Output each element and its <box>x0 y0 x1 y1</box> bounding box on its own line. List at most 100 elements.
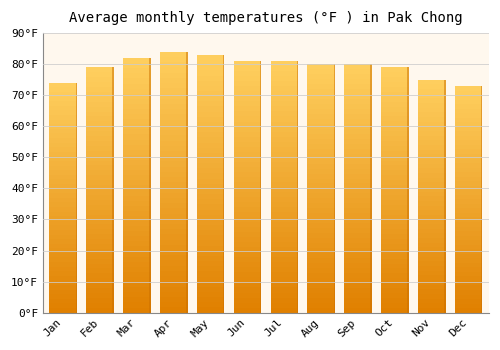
Bar <box>455 195 482 199</box>
Bar <box>160 114 188 120</box>
Bar <box>344 263 372 268</box>
Bar <box>197 230 224 235</box>
Bar <box>160 266 188 271</box>
Bar <box>123 134 151 140</box>
Bar <box>418 173 446 177</box>
Bar <box>234 126 262 132</box>
Bar <box>50 258 77 262</box>
Bar <box>455 276 482 281</box>
Bar <box>344 89 372 94</box>
Bar <box>234 287 262 293</box>
Bar <box>123 78 151 84</box>
Bar <box>50 248 77 253</box>
Bar <box>160 172 188 177</box>
Bar <box>50 262 77 267</box>
Bar <box>270 172 298 177</box>
Bar <box>381 161 408 166</box>
Bar <box>308 308 335 313</box>
Bar <box>381 151 408 156</box>
Bar <box>234 262 262 267</box>
Bar <box>86 175 114 180</box>
Bar <box>308 114 335 119</box>
Bar <box>308 233 335 238</box>
Bar <box>50 207 77 211</box>
Bar <box>160 125 188 130</box>
Bar <box>381 166 408 170</box>
Bar <box>160 88 188 93</box>
Bar <box>234 172 262 177</box>
Bar <box>197 106 224 112</box>
Bar <box>381 175 408 180</box>
Bar <box>381 249 408 254</box>
Bar <box>50 124 77 129</box>
Bar <box>234 91 262 96</box>
Bar <box>381 92 408 97</box>
Bar <box>50 138 77 143</box>
Bar <box>344 104 372 109</box>
Bar <box>234 167 262 172</box>
Bar <box>234 293 262 297</box>
Bar <box>160 198 188 203</box>
Bar <box>197 235 224 240</box>
Bar <box>86 268 114 273</box>
Bar <box>197 204 224 210</box>
Bar <box>381 141 408 146</box>
Bar <box>455 86 482 91</box>
Bar <box>234 71 262 76</box>
Bar <box>50 115 77 120</box>
Bar <box>270 136 298 142</box>
Bar <box>308 144 335 149</box>
Bar <box>112 67 114 313</box>
Bar <box>455 177 482 181</box>
Bar <box>234 257 262 262</box>
Bar <box>123 277 151 282</box>
Bar <box>418 187 446 191</box>
Bar <box>381 185 408 190</box>
Bar <box>418 261 446 266</box>
Bar <box>197 127 224 132</box>
Bar <box>381 112 408 117</box>
Bar <box>234 207 262 212</box>
Bar <box>160 193 188 198</box>
Bar <box>308 273 335 278</box>
Bar <box>50 239 77 244</box>
Bar <box>160 62 188 68</box>
Bar <box>270 282 298 287</box>
Bar <box>455 272 482 276</box>
Bar <box>418 238 446 243</box>
Bar <box>50 202 77 207</box>
Bar <box>455 249 482 254</box>
Bar <box>50 142 77 147</box>
Bar <box>86 190 114 195</box>
Bar <box>344 94 372 99</box>
Bar <box>197 184 224 189</box>
Bar <box>270 121 298 127</box>
Bar <box>270 267 298 272</box>
Bar <box>418 303 446 308</box>
Bar <box>418 289 446 294</box>
Bar <box>234 187 262 192</box>
Bar <box>381 195 408 200</box>
Bar <box>455 149 482 154</box>
Bar <box>123 221 151 226</box>
Bar <box>197 266 224 271</box>
Bar <box>86 210 114 215</box>
Bar <box>270 162 298 167</box>
Bar <box>344 203 372 208</box>
Bar <box>381 278 408 283</box>
Bar <box>455 217 482 222</box>
Bar <box>308 253 335 258</box>
Bar <box>308 64 335 69</box>
Bar <box>344 218 372 223</box>
Bar <box>86 195 114 200</box>
Bar <box>381 156 408 161</box>
Bar <box>344 74 372 79</box>
Bar <box>123 89 151 94</box>
Bar <box>234 142 262 147</box>
Bar <box>234 278 262 282</box>
Bar <box>160 234 188 240</box>
Bar <box>123 190 151 196</box>
Bar <box>123 155 151 160</box>
Bar <box>308 263 335 268</box>
Bar <box>50 101 77 106</box>
